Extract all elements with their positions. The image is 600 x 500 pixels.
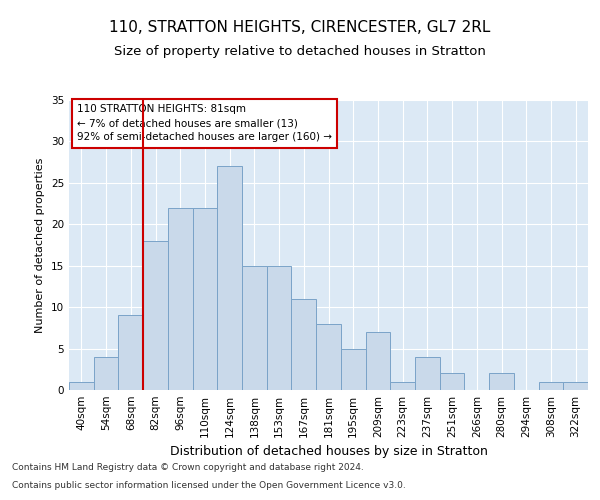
Bar — [193, 208, 217, 390]
Bar — [292, 299, 316, 390]
Bar — [440, 374, 464, 390]
Bar — [118, 316, 143, 390]
Text: 110, STRATTON HEIGHTS, CIRENCESTER, GL7 2RL: 110, STRATTON HEIGHTS, CIRENCESTER, GL7 … — [109, 20, 491, 35]
Bar — [365, 332, 390, 390]
Bar — [242, 266, 267, 390]
Bar — [143, 241, 168, 390]
Text: Size of property relative to detached houses in Stratton: Size of property relative to detached ho… — [114, 45, 486, 58]
Bar — [563, 382, 588, 390]
Text: Contains HM Land Registry data © Crown copyright and database right 2024.: Contains HM Land Registry data © Crown c… — [12, 464, 364, 472]
Bar — [168, 208, 193, 390]
Bar — [341, 348, 365, 390]
Bar — [390, 382, 415, 390]
Y-axis label: Number of detached properties: Number of detached properties — [35, 158, 46, 332]
Bar — [267, 266, 292, 390]
Bar — [69, 382, 94, 390]
X-axis label: Distribution of detached houses by size in Stratton: Distribution of detached houses by size … — [170, 446, 487, 458]
Bar — [316, 324, 341, 390]
Bar — [94, 357, 118, 390]
Bar — [217, 166, 242, 390]
Bar — [415, 357, 440, 390]
Bar — [539, 382, 563, 390]
Text: Contains public sector information licensed under the Open Government Licence v3: Contains public sector information licen… — [12, 481, 406, 490]
Bar — [489, 374, 514, 390]
Text: 110 STRATTON HEIGHTS: 81sqm
← 7% of detached houses are smaller (13)
92% of semi: 110 STRATTON HEIGHTS: 81sqm ← 7% of deta… — [77, 104, 332, 142]
